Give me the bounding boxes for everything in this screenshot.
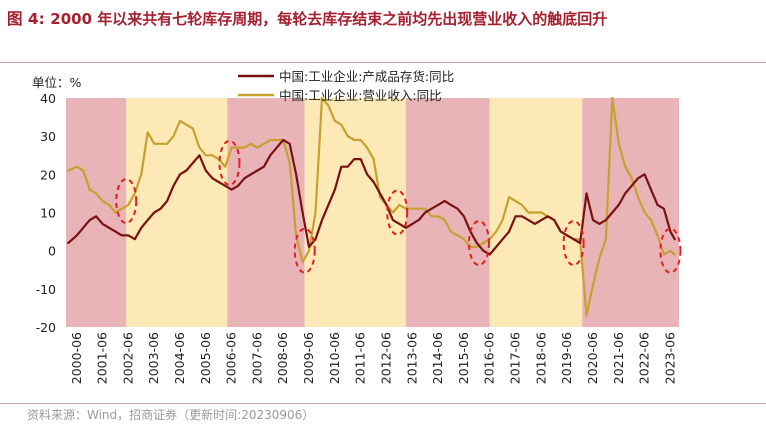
trough-circle-3: [293, 227, 316, 274]
cycle-band-2: [126, 98, 228, 327]
x-tick-label: 2010-06: [327, 332, 342, 384]
trough-circle-4: [386, 189, 409, 236]
x-tick-label: 2014-06: [430, 332, 445, 384]
x-tick-label: 2020-06: [585, 332, 600, 384]
x-tick-label: 2022-06: [637, 332, 652, 384]
series-lines: [67, 96, 676, 317]
x-tick-label: 2001-06: [95, 332, 110, 384]
x-axis: 2000-06 2001-06 2002-06 2003-06 2004-06 2005-…: [69, 332, 678, 384]
x-tick-label: 2008-06: [275, 332, 290, 384]
y-tick-label: 40: [40, 91, 56, 106]
trough-circle-1: [115, 178, 138, 225]
x-tick-label: 2007-06: [249, 332, 264, 384]
x-tick-label: 2002-06: [120, 332, 135, 384]
x-tick-label: 2016-06: [482, 332, 497, 384]
x-tick-label: 2017-06: [508, 332, 523, 384]
trough-markers: [115, 139, 682, 274]
y-axis: -20 -10 0 10 20 30 40: [36, 91, 56, 335]
x-tick-label: 2018-06: [533, 332, 548, 384]
legend-label-1: 中国:工业企业:产成品存货:同比: [279, 69, 454, 84]
y-tick-label: -10: [36, 282, 56, 297]
y-tick-label: -20: [36, 320, 56, 335]
cycle-band-7: [582, 98, 679, 327]
x-tick-label: 2011-06: [353, 332, 368, 384]
x-tick-label: 2013-06: [404, 332, 419, 384]
cycle-bands: [66, 98, 679, 327]
x-tick-label: 2019-06: [559, 332, 574, 384]
y-tick-label: 0: [48, 244, 56, 259]
x-tick-label: 2023-06: [662, 332, 677, 384]
x-tick-label: 2006-06: [224, 332, 239, 384]
chart-title: 图 4: 2000 年以来共有七轮库存周期，每轮去库存结束之前均先出现营业收入的…: [7, 6, 747, 32]
x-tick-label: 2009-06: [301, 332, 316, 384]
legend-label-2: 中国:工业企业:营业收入:同比: [279, 88, 442, 103]
x-tick-label: 2003-06: [146, 332, 161, 384]
x-tick-label: 2005-06: [198, 332, 213, 384]
x-tick-label: 2015-06: [456, 332, 471, 384]
x-tick-label: 2000-06: [69, 332, 84, 384]
source-note: 资料来源：Wind，招商证券（更新时间:20230906）: [27, 408, 315, 422]
x-tick-label: 2004-06: [172, 332, 187, 384]
x-tick-label: 2012-06: [378, 332, 393, 384]
trough-circle-2: [218, 139, 241, 186]
cycle-band-5: [405, 98, 490, 327]
y-tick-label: 10: [40, 206, 56, 221]
series-line-1: [67, 138, 676, 256]
trough-circle-6: [562, 220, 585, 267]
trough-circle-7: [659, 227, 682, 274]
y-tick-label: 30: [40, 129, 56, 144]
figure-number: 图 4:: [7, 10, 45, 28]
x-tick-label: 2021-06: [611, 332, 626, 384]
figure-title-text: 2000 年以来共有七轮库存周期，每轮去库存结束之前均先出现营业收入的触底回升: [50, 10, 608, 28]
cycle-band-3: [227, 98, 305, 327]
y-axis-unit-label: 单位：%: [32, 75, 82, 90]
y-tick-label: 20: [40, 167, 56, 182]
title-divider: [0, 62, 766, 63]
source-divider: [0, 403, 766, 404]
trough-circle-5: [467, 220, 490, 267]
